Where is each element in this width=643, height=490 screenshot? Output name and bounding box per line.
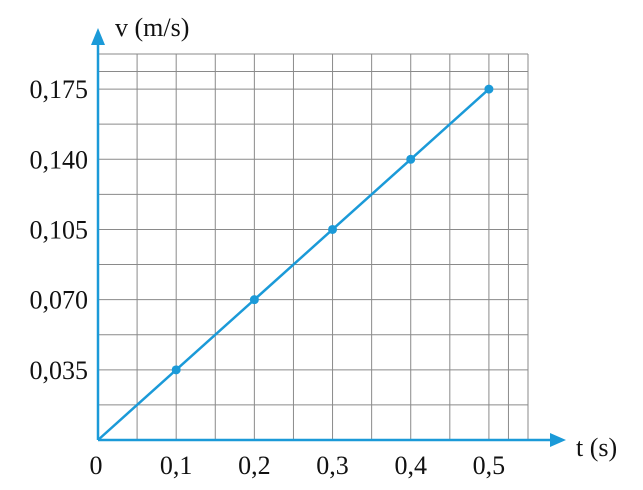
y-tick-label: 0,140 (30, 145, 89, 174)
y-tick-label: 0,105 (30, 215, 89, 244)
x-tick-label: 0,5 (473, 451, 506, 480)
x-tick-label: 0,3 (316, 451, 349, 480)
data-point (171, 365, 181, 375)
data-point (328, 224, 338, 234)
y-tick-label: 0,070 (30, 286, 89, 315)
x-tick-label: 0,4 (394, 451, 427, 480)
data-line (97, 88, 490, 441)
x-tick-label: 0,1 (160, 451, 193, 480)
data-point (484, 84, 494, 94)
y-axis-arrow (91, 28, 105, 45)
x-tick-label: 0,2 (238, 451, 271, 480)
x-tick-label: 0 (90, 451, 103, 480)
x-axis-label: t (s) (576, 433, 617, 462)
y-tick-label: 0,035 (30, 356, 89, 385)
y-tick-label: 0,175 (30, 75, 89, 104)
y-axis-label: v (m/s) (115, 13, 189, 42)
data-point (249, 295, 259, 305)
data-point (406, 154, 416, 164)
x-axis-arrow (550, 433, 566, 447)
